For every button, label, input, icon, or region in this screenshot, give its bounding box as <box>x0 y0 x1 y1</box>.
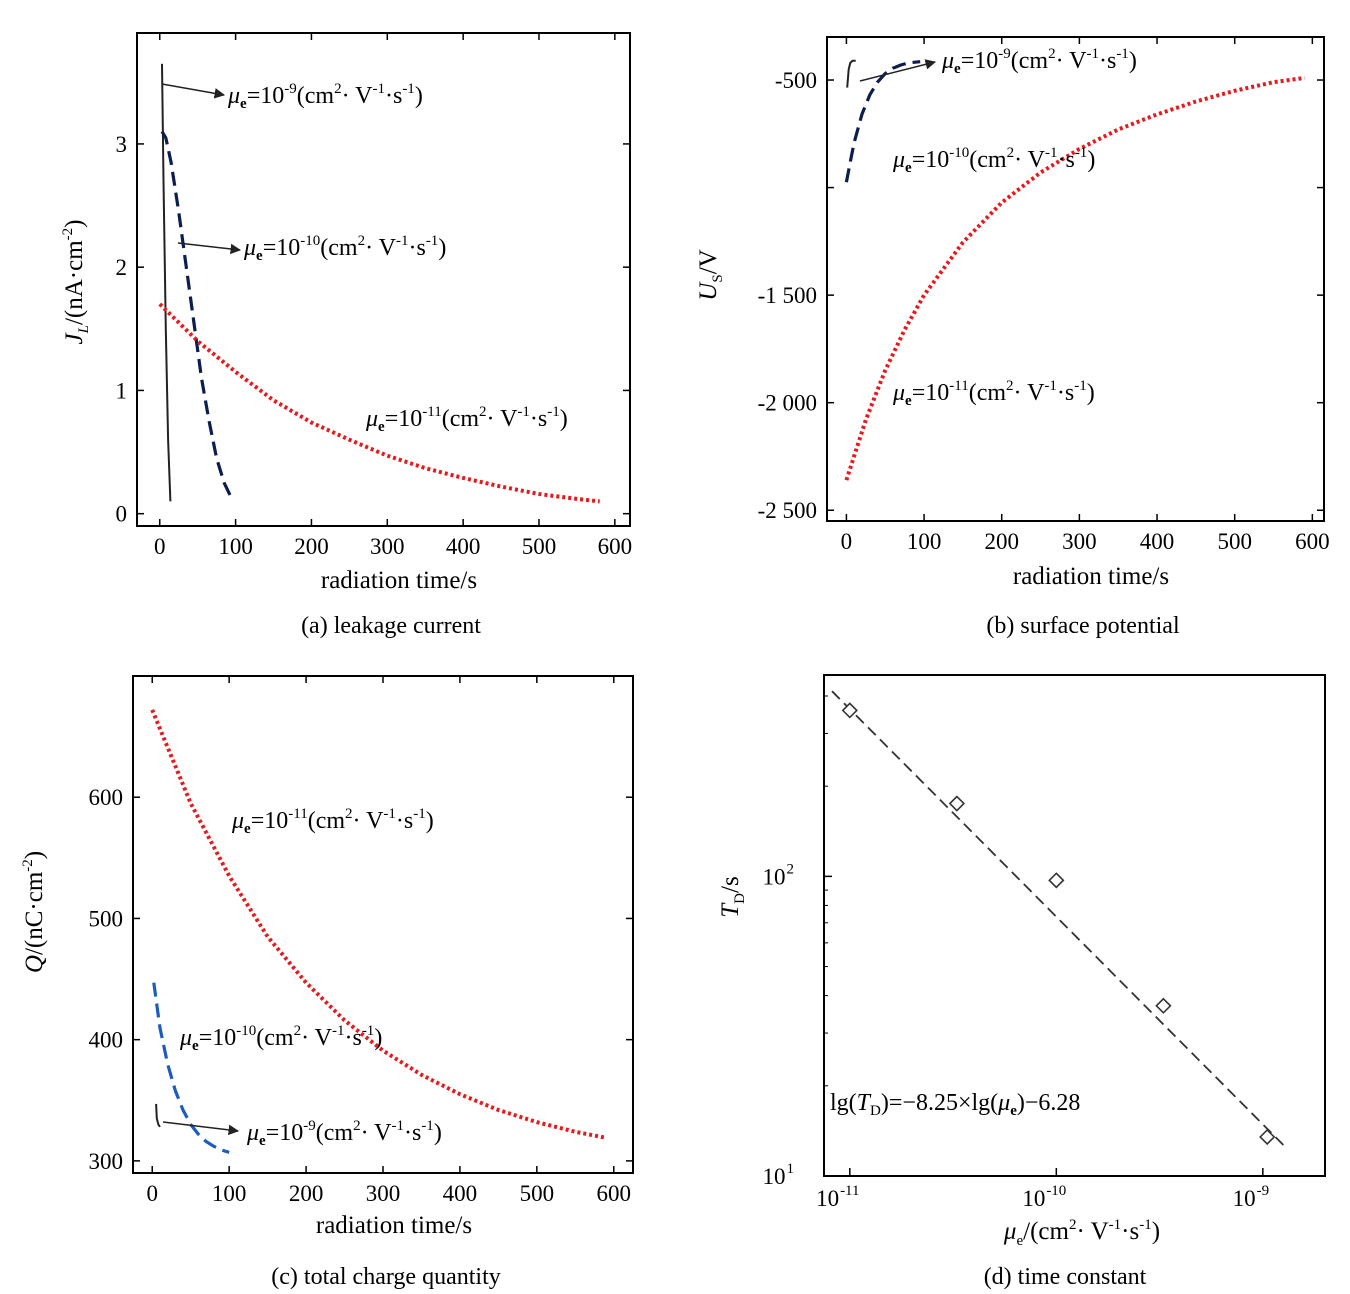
panel-b-y-axis-label: US/V <box>695 249 726 300</box>
y-tick-label: 3 <box>116 132 128 157</box>
panel-c-arrow-e9 <box>162 1121 240 1136</box>
x-tick-label: 300 <box>1062 529 1097 554</box>
y-tick-label: 1 <box>116 378 128 403</box>
data-point <box>1259 1128 1276 1146</box>
x-tick-label: 100 <box>907 529 942 554</box>
y-tick-label: 2 <box>116 255 128 280</box>
panel-a-y-axis-label: JL/(nA·cm-2) <box>60 220 92 345</box>
panel-d-caption: (d) time constant <box>984 1264 1147 1290</box>
panel-b-ticks: 0 100 200 300 400 500 600 -500 -1 500 -2 000 -2 50… <box>758 37 1330 554</box>
y-tick-label: -2 500 <box>758 498 817 523</box>
x-tick-label: 500 <box>520 1181 555 1206</box>
x-tick-label: 300 <box>366 1181 401 1206</box>
series-line-dotted <box>158 302 600 504</box>
x-tick-label: 10-10 <box>1022 1183 1066 1211</box>
panel-d-series <box>831 690 1288 1149</box>
x-tick-label: 400 <box>443 1181 478 1206</box>
x-tick-label: 600 <box>598 534 633 559</box>
series-line-solid <box>161 63 172 502</box>
series-line-dotted <box>150 709 607 1140</box>
data-point <box>948 795 966 812</box>
panel-b-annotation-e11: μe=10-11(cm2· V-1·s-1) <box>892 378 1095 409</box>
y-tick-label: -2 000 <box>758 391 817 416</box>
y-tick-label: 101 <box>763 1161 795 1189</box>
x-tick-label: 600 <box>1295 529 1330 554</box>
panel-c-ticks: 0 100 200 300 400 500 600 300 400 500 600 <box>89 676 633 1206</box>
panel-b-series <box>844 59 1305 481</box>
panel-d-fit-equation: lg(TD)=−8.25×lg(μe)−6.28 <box>830 1090 1080 1119</box>
panel-a-arrow-e9 <box>161 83 226 99</box>
panel-c-x-axis-label: radiation time/s <box>316 1212 472 1239</box>
panel-c-caption: (c) total charge quantity <box>271 1264 500 1290</box>
x-tick-label: 0 <box>841 529 853 554</box>
x-tick-label: 200 <box>289 1181 324 1206</box>
y-tick-label: 102 <box>763 861 795 889</box>
y-tick-label: 400 <box>89 1028 124 1053</box>
y-tick-label: 600 <box>89 785 124 810</box>
panel-c-annotation-e10: μe=10-10(cm2· V-1·s-1) <box>179 1023 382 1054</box>
panel-c-series <box>150 709 607 1154</box>
panel-d-x-axis-label: μe/(cm2· V-1·s-1) <box>1003 1217 1160 1249</box>
panel-c-annotation-e11: μe=10-11(cm2· V-1·s-1) <box>231 806 434 837</box>
y-tick-label: 300 <box>89 1149 124 1174</box>
panel-a-arrow-e10 <box>177 242 242 255</box>
x-tick-label: 10-11 <box>816 1183 859 1211</box>
x-tick-label: 400 <box>446 534 481 559</box>
series-line-dashed <box>844 60 921 183</box>
panel-c-y-axis-label: Q/(nC·cm-2) <box>20 851 48 973</box>
x-tick-label: 100 <box>212 1181 247 1206</box>
panel-b-plot-frame <box>826 36 1325 522</box>
panel-a-caption: (a) leakage current <box>301 613 481 639</box>
panel-b-x-axis-label: radiation time/s <box>1013 563 1169 590</box>
series-line-solid <box>155 1103 161 1128</box>
panel-c-annotation-e9: μe=10-9(cm2· V-1·s-1) <box>246 1118 442 1149</box>
y-tick-label: -1 500 <box>758 283 817 308</box>
y-tick-label: -500 <box>775 68 817 93</box>
panel-a-plot-frame <box>136 32 631 527</box>
panel-a-x-axis-label: radiation time/s <box>321 567 477 594</box>
series-line-solid <box>846 59 856 88</box>
panel-c-plot-frame <box>132 675 634 1174</box>
x-tick-label: 600 <box>597 1181 632 1206</box>
panel-c: 0 100 200 300 400 500 600 300 400 500 600 Q/(nC·cm… <box>20 675 634 1290</box>
x-tick-label: 0 <box>154 534 166 559</box>
panel-a-ticks: 0 100 200 300 400 500 600 0 1 2 3 <box>116 33 633 559</box>
x-tick-label: 300 <box>370 534 405 559</box>
x-tick-label: 200 <box>984 529 1019 554</box>
panel-b-annotation-e10: μe=10-10(cm2· V-1·s-1) <box>892 145 1095 176</box>
panel-d-ticks: 10-11 10-10 10-9 101 102 <box>763 695 1270 1211</box>
panel-d-y-axis-label: TD/s <box>717 876 748 917</box>
x-tick-label: 500 <box>1217 529 1252 554</box>
series-line-dotted <box>844 75 1305 481</box>
data-point <box>1048 872 1065 889</box>
x-tick-label: 500 <box>522 534 557 559</box>
panel-a-series <box>158 63 600 504</box>
panel-a-annotation-e11: μe=10-11(cm2· V-1·s-1) <box>365 404 568 435</box>
x-tick-label: 10-9 <box>1233 1183 1270 1211</box>
data-point <box>841 702 858 719</box>
panel-b-caption: (b) surface potential <box>986 613 1180 639</box>
panel-b-arrow-e9 <box>859 59 937 82</box>
series-line-dashed <box>160 130 234 500</box>
x-tick-label: 200 <box>294 534 329 559</box>
panel-a-annotation-e9: μe=10-9(cm2· V-1·s-1) <box>227 81 423 112</box>
data-point <box>1155 997 1172 1014</box>
panel-d-plot-frame <box>823 674 1326 1177</box>
panel-b-annotation-e9: μe=10-9(cm2· V-1·s-1) <box>941 46 1137 77</box>
panel-b: 0 100 200 300 400 500 600 -500 -1 500 -2 000 -2 50… <box>695 36 1330 639</box>
fit-line <box>831 690 1288 1149</box>
x-tick-label: 100 <box>218 534 253 559</box>
panel-a-annotation-e10: μe=10-10(cm2· V-1·s-1) <box>243 233 446 264</box>
x-tick-label: 400 <box>1140 529 1175 554</box>
panel-d: 10-11 10-10 10-9 101 102 TD/s μe/(cm2· V-1·s… <box>717 674 1326 1290</box>
x-tick-label: 0 <box>146 1181 158 1206</box>
y-tick-label: 500 <box>89 906 124 931</box>
y-tick-label: 0 <box>116 502 128 527</box>
panel-a: 0 100 200 300 400 500 600 0 1 2 3 JL/(nA·cm-2) rad… <box>60 32 633 639</box>
series-line-dashed <box>152 982 230 1154</box>
